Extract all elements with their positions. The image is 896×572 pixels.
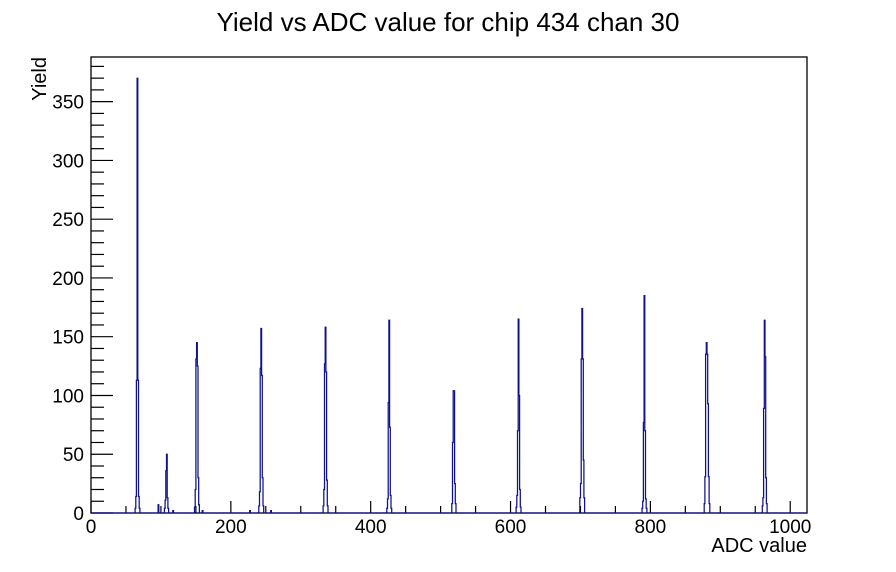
axis-ticks: 0 200 400 600 800 1000 0 50 100 150 200 250 300 350 [52,65,811,538]
x-tick-label: 0 [86,517,97,538]
x-tick-label: 600 [495,517,527,538]
y-tick-label: 350 [52,93,84,114]
y-tick-label: 300 [52,151,84,172]
y-axis-title: Yield [29,57,51,101]
y-tick-label: 200 [52,269,84,290]
y-tick-label: 100 [52,386,84,407]
x-axis-title: ADC value [711,535,807,557]
y-tick-label: 250 [52,210,84,231]
y-tick-label: 50 [63,445,84,466]
x-tick-label: 800 [635,517,667,538]
x-tick-label: 200 [215,517,247,538]
x-tick-label: 400 [355,517,387,538]
x-tick-label: 1000 [769,517,811,538]
chart-title: Yield vs ADC value for chip 434 chan 30 [217,7,680,37]
y-tick-label: 150 [52,328,84,349]
y-tick-label: 0 [73,504,84,525]
histogram-line [91,77,807,514]
